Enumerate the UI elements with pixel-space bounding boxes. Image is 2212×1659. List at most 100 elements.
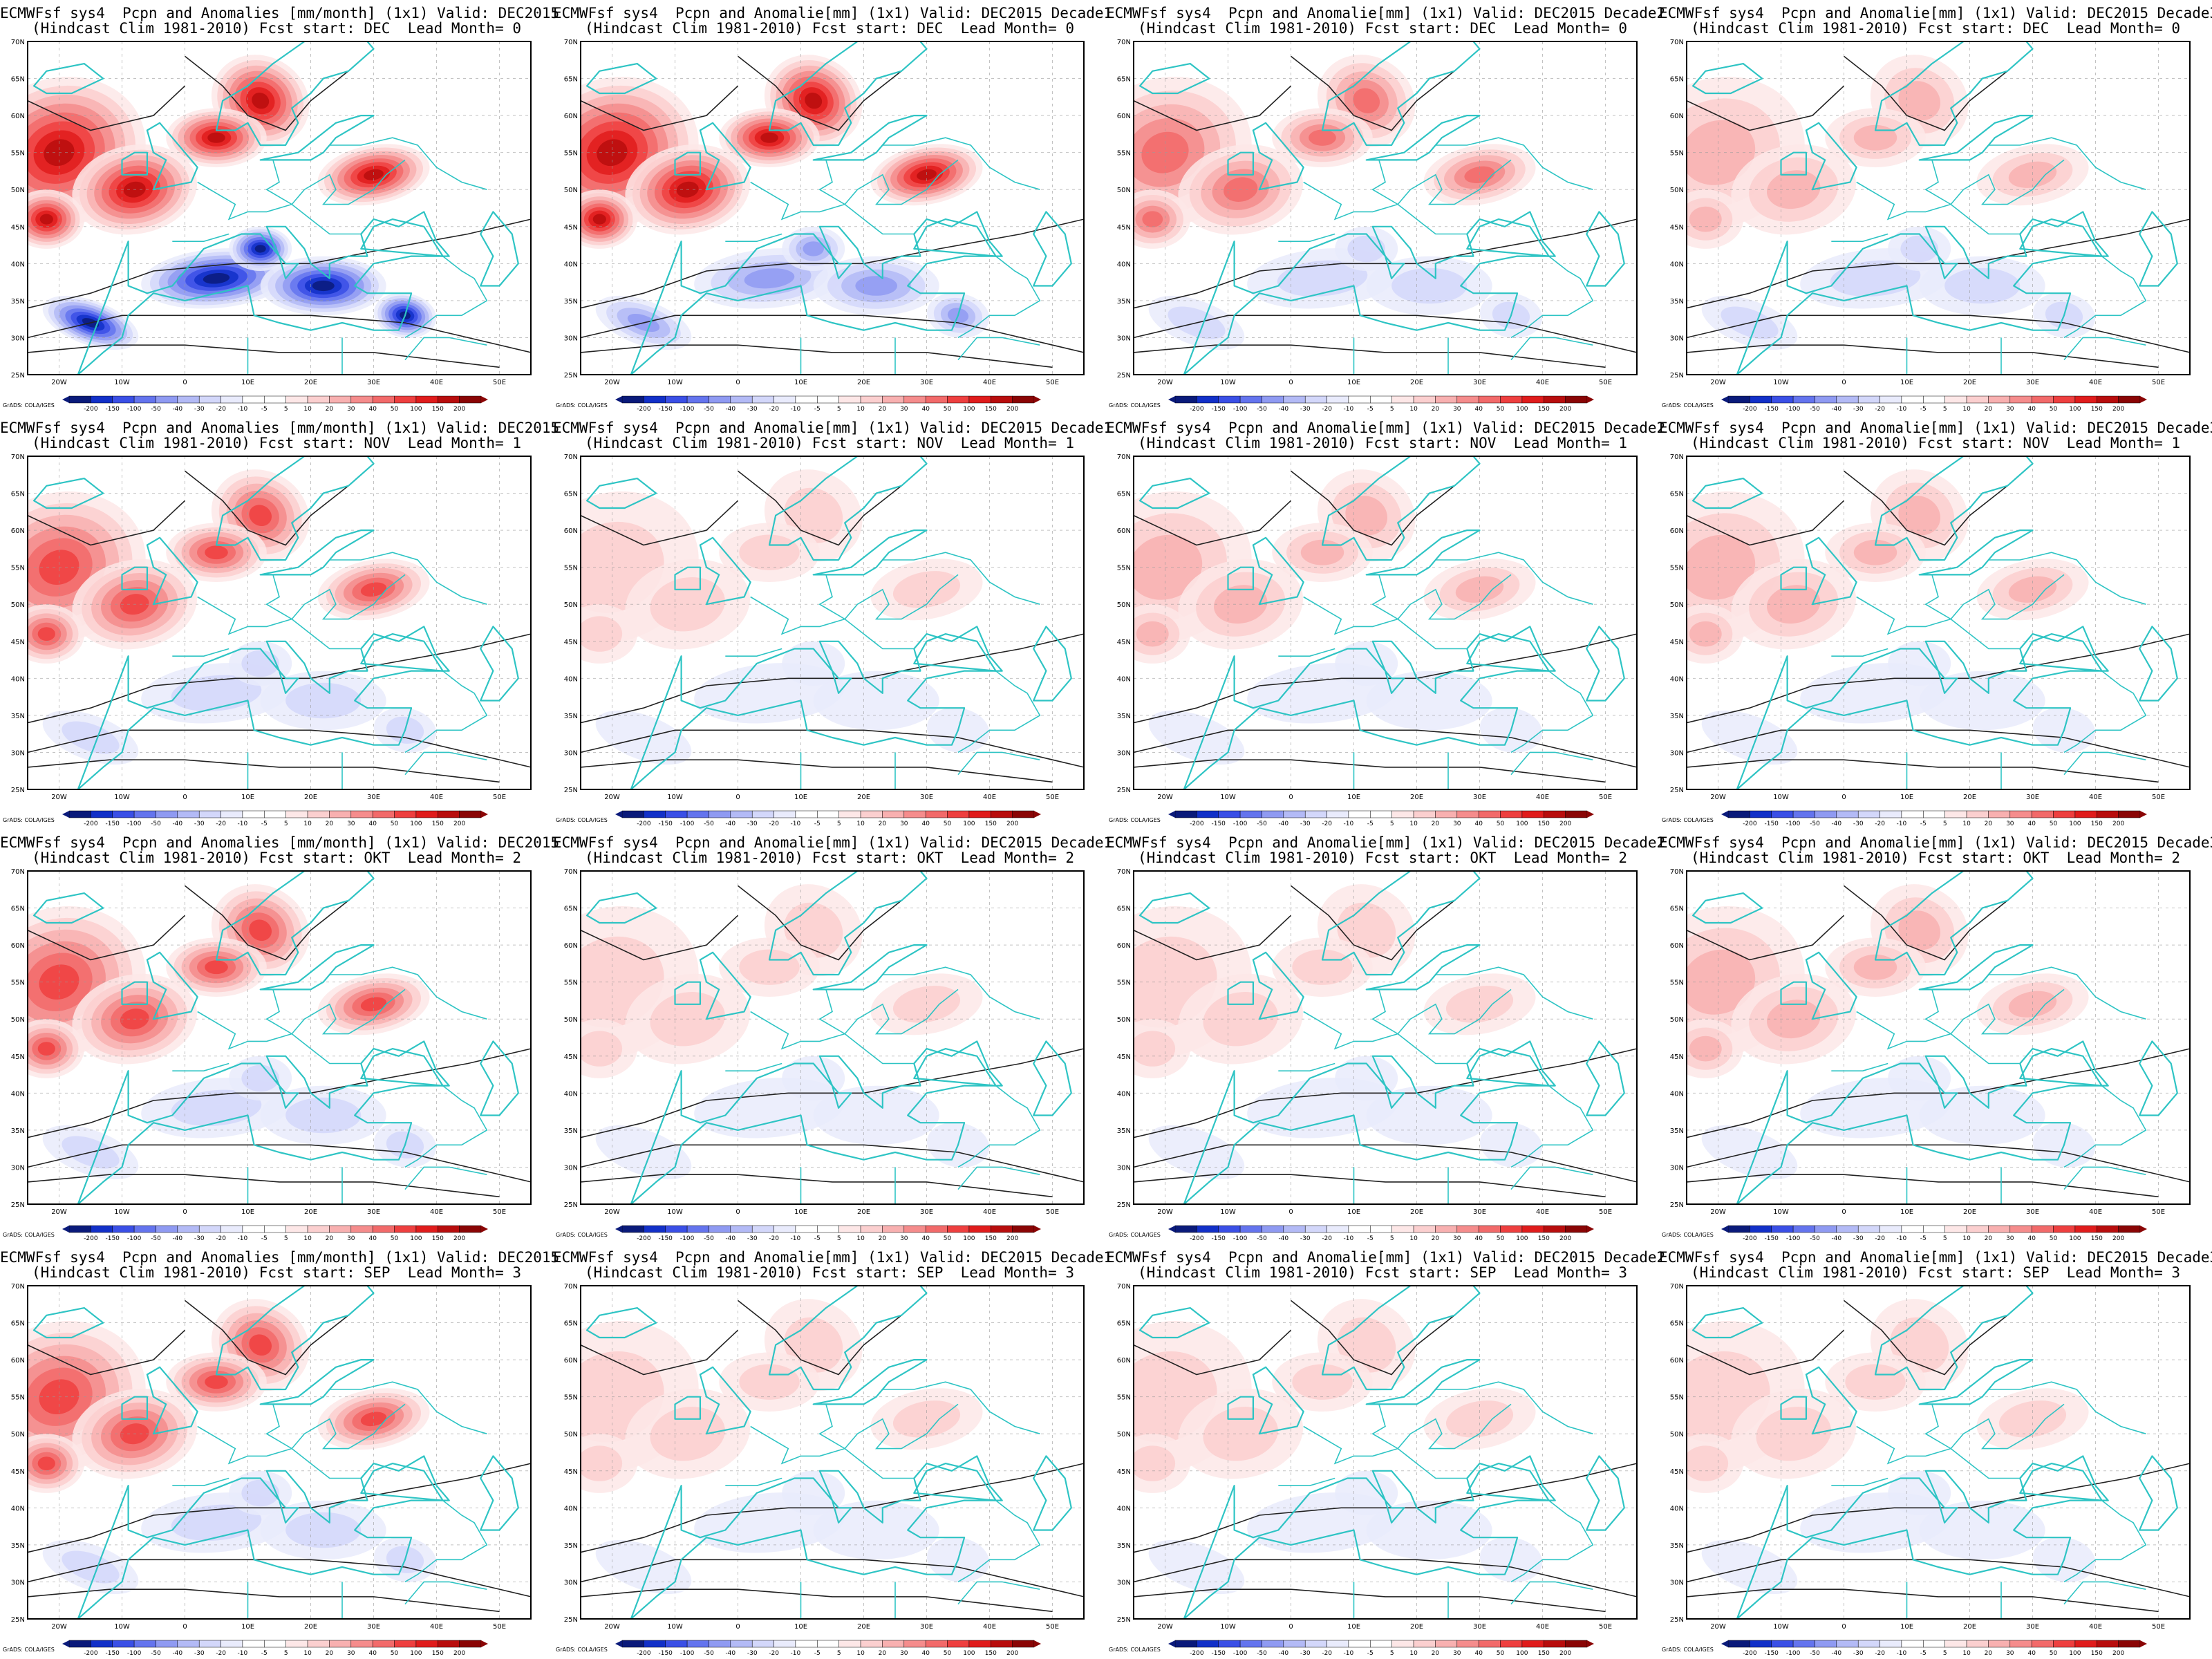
coastline bbox=[1139, 478, 1210, 509]
colorbar-swatch bbox=[751, 1640, 774, 1648]
climatology-contour bbox=[1687, 315, 2190, 353]
colorbar-label: 30 bbox=[347, 1650, 355, 1657]
colorbar-swatch bbox=[1304, 810, 1327, 818]
colorbar-swatch bbox=[1944, 1640, 1967, 1648]
lon-tick-label: 30E bbox=[920, 1208, 933, 1216]
colorbar-swatch bbox=[1435, 1640, 1458, 1648]
lat-tick-label: 45N bbox=[564, 1053, 578, 1061]
colorbar-label: -5 bbox=[1920, 1235, 1927, 1242]
colorbar-swatch bbox=[925, 1225, 948, 1233]
colorbar-swatch bbox=[329, 1640, 352, 1648]
map-frame bbox=[580, 41, 1085, 375]
colorbar-label: 20 bbox=[879, 1235, 887, 1242]
colorbar-swatch bbox=[1239, 1640, 1262, 1648]
lon-tick-label: 0 bbox=[1841, 1208, 1846, 1216]
colorbar-swatch bbox=[709, 1225, 731, 1233]
lon-tick-label: 50E bbox=[1046, 379, 1059, 386]
panel-title-line1: ECMWFsf sys4 Pcpn and Anomalie[mm] (1x1)… bbox=[1659, 420, 2212, 436]
colorbar-label: 5 bbox=[1390, 1235, 1394, 1242]
lat-tick-label: 70N bbox=[1670, 1283, 1684, 1291]
lon-tick-label: 20W bbox=[1710, 379, 1726, 386]
country-border bbox=[1856, 159, 2065, 221]
lon-tick-label: 20E bbox=[1963, 1208, 1976, 1216]
panel-title-line1: ECMWFsf sys4 Pcpn and Anomalie[mm] (1x1)… bbox=[553, 834, 1113, 851]
country-border bbox=[1924, 989, 2021, 1065]
grads-credit: GrADS: COLA/IGES bbox=[556, 1232, 608, 1238]
positive-anomaly-blob bbox=[205, 960, 228, 975]
colorbar-swatch bbox=[1901, 395, 1924, 404]
colorbar-label: 30 bbox=[1453, 1235, 1461, 1242]
colorbar-label: -40 bbox=[1831, 1235, 1841, 1242]
colorbar-label: -40 bbox=[1278, 406, 1288, 413]
lat-tick-label: 40N bbox=[1670, 261, 1684, 268]
lat-tick-label: 30N bbox=[1670, 1579, 1684, 1586]
colorbar-arrow-left bbox=[1721, 811, 1728, 818]
lat-tick-label: 25N bbox=[1670, 787, 1684, 794]
coastline bbox=[1183, 626, 1556, 789]
colorbar-label: -150 bbox=[658, 1650, 673, 1657]
colorbar-swatch bbox=[372, 395, 395, 404]
climatology-contour bbox=[581, 759, 1053, 783]
positive-anomaly-blob bbox=[37, 1456, 55, 1470]
lat-tick-label: 65N bbox=[11, 76, 25, 84]
lat-tick-label: 65N bbox=[1670, 906, 1684, 913]
coastline bbox=[1227, 1396, 1254, 1420]
colorbar-swatch bbox=[285, 395, 308, 404]
colorbar-label: -150 bbox=[658, 406, 673, 413]
colorbar-label: -5 bbox=[261, 1650, 268, 1657]
lat-tick-label: 65N bbox=[11, 906, 25, 913]
colorbar-label: -5 bbox=[1367, 821, 1374, 827]
map-panel: 25N 30N 35N 40N 45N 50N 55N 60N 65N 70N 20W 10W 0 10E… bbox=[1659, 830, 2212, 1244]
coastline bbox=[1227, 151, 1254, 176]
positive-anomaly-blob bbox=[1689, 206, 1722, 232]
coastline bbox=[33, 478, 104, 509]
colorbar-label: -20 bbox=[216, 1235, 226, 1242]
colorbar-label: 10 bbox=[303, 406, 312, 413]
colorbar-label: -150 bbox=[105, 1650, 120, 1657]
colorbar-label: -10 bbox=[1344, 406, 1354, 413]
colorbar-label: -100 bbox=[127, 1650, 142, 1657]
lat-tick-label: 60N bbox=[11, 1357, 25, 1365]
panel-title-line2: (Hindcast Clim 1981-2010) Fcst start: DE… bbox=[1137, 20, 1627, 37]
climatology-contour bbox=[1134, 1463, 1637, 1553]
lon-tick-label: 20W bbox=[1157, 794, 1173, 801]
colorbar-label: -5 bbox=[1920, 1650, 1927, 1657]
country-border bbox=[1435, 1381, 1593, 1434]
colorbar-swatch bbox=[817, 810, 839, 818]
colorbar-swatch bbox=[1283, 1640, 1306, 1648]
lat-tick-label: 70N bbox=[11, 453, 25, 461]
climatology-contour bbox=[1134, 315, 1637, 353]
colorbar-label: -100 bbox=[1786, 1235, 1801, 1242]
colorbar-label: -20 bbox=[1875, 406, 1885, 413]
colorbar-swatch bbox=[968, 1640, 991, 1648]
colorbar-swatch bbox=[1012, 1640, 1035, 1648]
colorbar-swatch bbox=[1218, 395, 1241, 404]
coastline bbox=[1227, 981, 1254, 1005]
map-panel: 25N 30N 35N 40N 45N 50N 55N 60N 65N 70N 20W 10W 0 10E… bbox=[1106, 1244, 1665, 1659]
lon-tick-label: 20W bbox=[604, 379, 620, 386]
lon-tick-label: 30E bbox=[920, 1623, 933, 1631]
colorbar-label: 40 bbox=[921, 406, 930, 413]
country-border bbox=[1831, 233, 1888, 242]
colorbar-label: -30 bbox=[1300, 1650, 1311, 1657]
coastline bbox=[480, 211, 519, 287]
colorbar-swatch bbox=[1370, 1225, 1392, 1233]
map-panel: 25N 30N 35N 40N 45N 50N 55N 60N 65N 70N 20W 10W 0 10E… bbox=[553, 830, 1113, 1244]
colorbar-label: -40 bbox=[1278, 1650, 1288, 1657]
colorbar-label: -100 bbox=[680, 406, 695, 413]
positive-anomaly-blob bbox=[1898, 81, 1941, 121]
country-border bbox=[404, 1581, 487, 1605]
lat-tick-label: 55N bbox=[564, 980, 578, 987]
lon-tick-label: 0 bbox=[182, 379, 187, 386]
colorbar-label: -50 bbox=[1810, 1235, 1820, 1242]
colorbar-swatch bbox=[621, 1225, 644, 1233]
coastline bbox=[2019, 1048, 2103, 1087]
colorbar-swatch bbox=[1750, 1225, 1772, 1233]
lat-tick-label: 55N bbox=[564, 565, 578, 572]
country-border bbox=[818, 989, 915, 1065]
colorbar-swatch bbox=[1857, 1640, 1880, 1648]
colorbar-swatch bbox=[91, 810, 113, 818]
lon-tick-label: 0 bbox=[1841, 794, 1846, 801]
colorbar-swatch bbox=[1966, 395, 1989, 404]
lat-tick-label: 35N bbox=[11, 1542, 25, 1550]
